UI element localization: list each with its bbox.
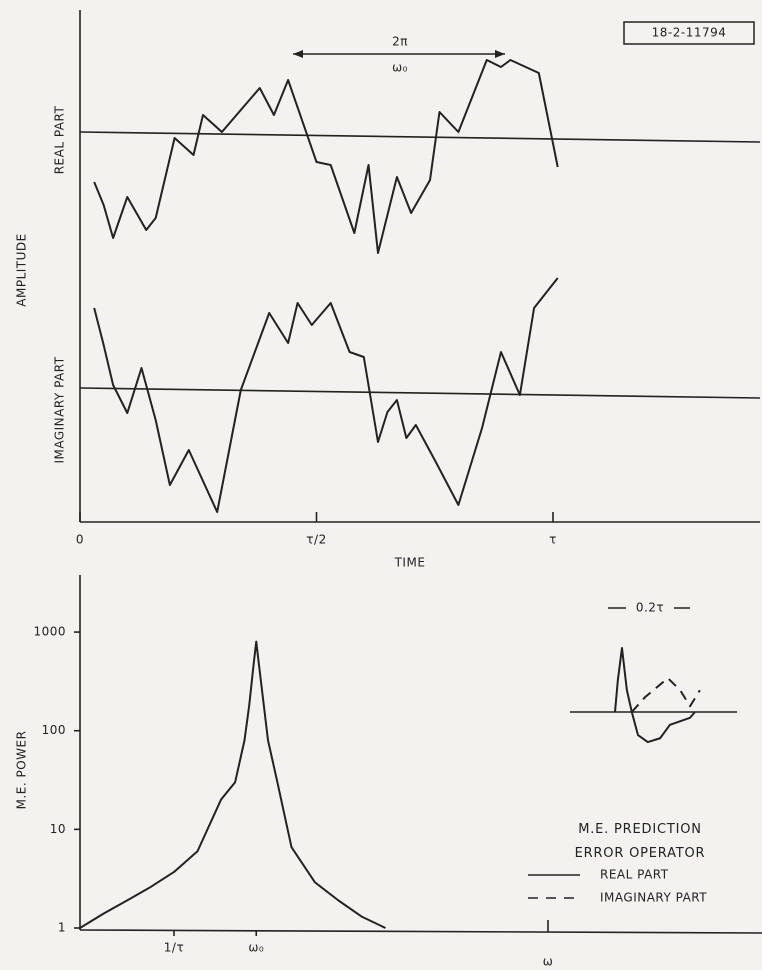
y-tick-label: 1000 — [33, 625, 66, 639]
annotation: ω₀ — [392, 61, 408, 75]
x-axis-label: ω — [543, 955, 554, 969]
x-tick-label: ω₀ — [248, 941, 264, 955]
panel-label: IMAGINARY PART — [53, 356, 67, 463]
line — [79, 640, 386, 929]
y-axis-label: AMPLITUDE — [15, 233, 29, 306]
x-axis — [79, 929, 762, 934]
y-tick-label: 10 — [50, 822, 66, 836]
line — [631, 677, 701, 713]
panel-label: REAL PART — [53, 106, 67, 175]
legend-label: IMAGINARY PART — [600, 891, 707, 905]
annotation: 2π — [392, 35, 408, 49]
figure-id: 18-2-11794 — [652, 26, 727, 40]
legend-label: REAL PART — [600, 868, 669, 882]
line — [93, 277, 559, 513]
id-box — [623, 21, 755, 45]
zero-line — [79, 131, 761, 143]
operator-title: M.E. PREDICTION ERROR OPERATOR — [574, 822, 706, 861]
y-tick-label: 100 — [42, 723, 66, 737]
line — [93, 59, 559, 254]
x-tick-label: τ — [549, 533, 557, 547]
x-tick-label: 0 — [76, 533, 84, 547]
annotation: 0.2τ — [636, 601, 664, 615]
line — [614, 647, 696, 744]
x-tick-label: 1/τ — [164, 941, 184, 955]
y-axis-label: M.E. POWER — [15, 731, 29, 810]
label-bg — [626, 600, 674, 616]
x-tick-label: τ/2 — [306, 533, 326, 547]
x-axis-label: TIME — [394, 556, 426, 570]
y-tick-label: 1 — [58, 921, 66, 935]
zero-line — [79, 387, 761, 399]
